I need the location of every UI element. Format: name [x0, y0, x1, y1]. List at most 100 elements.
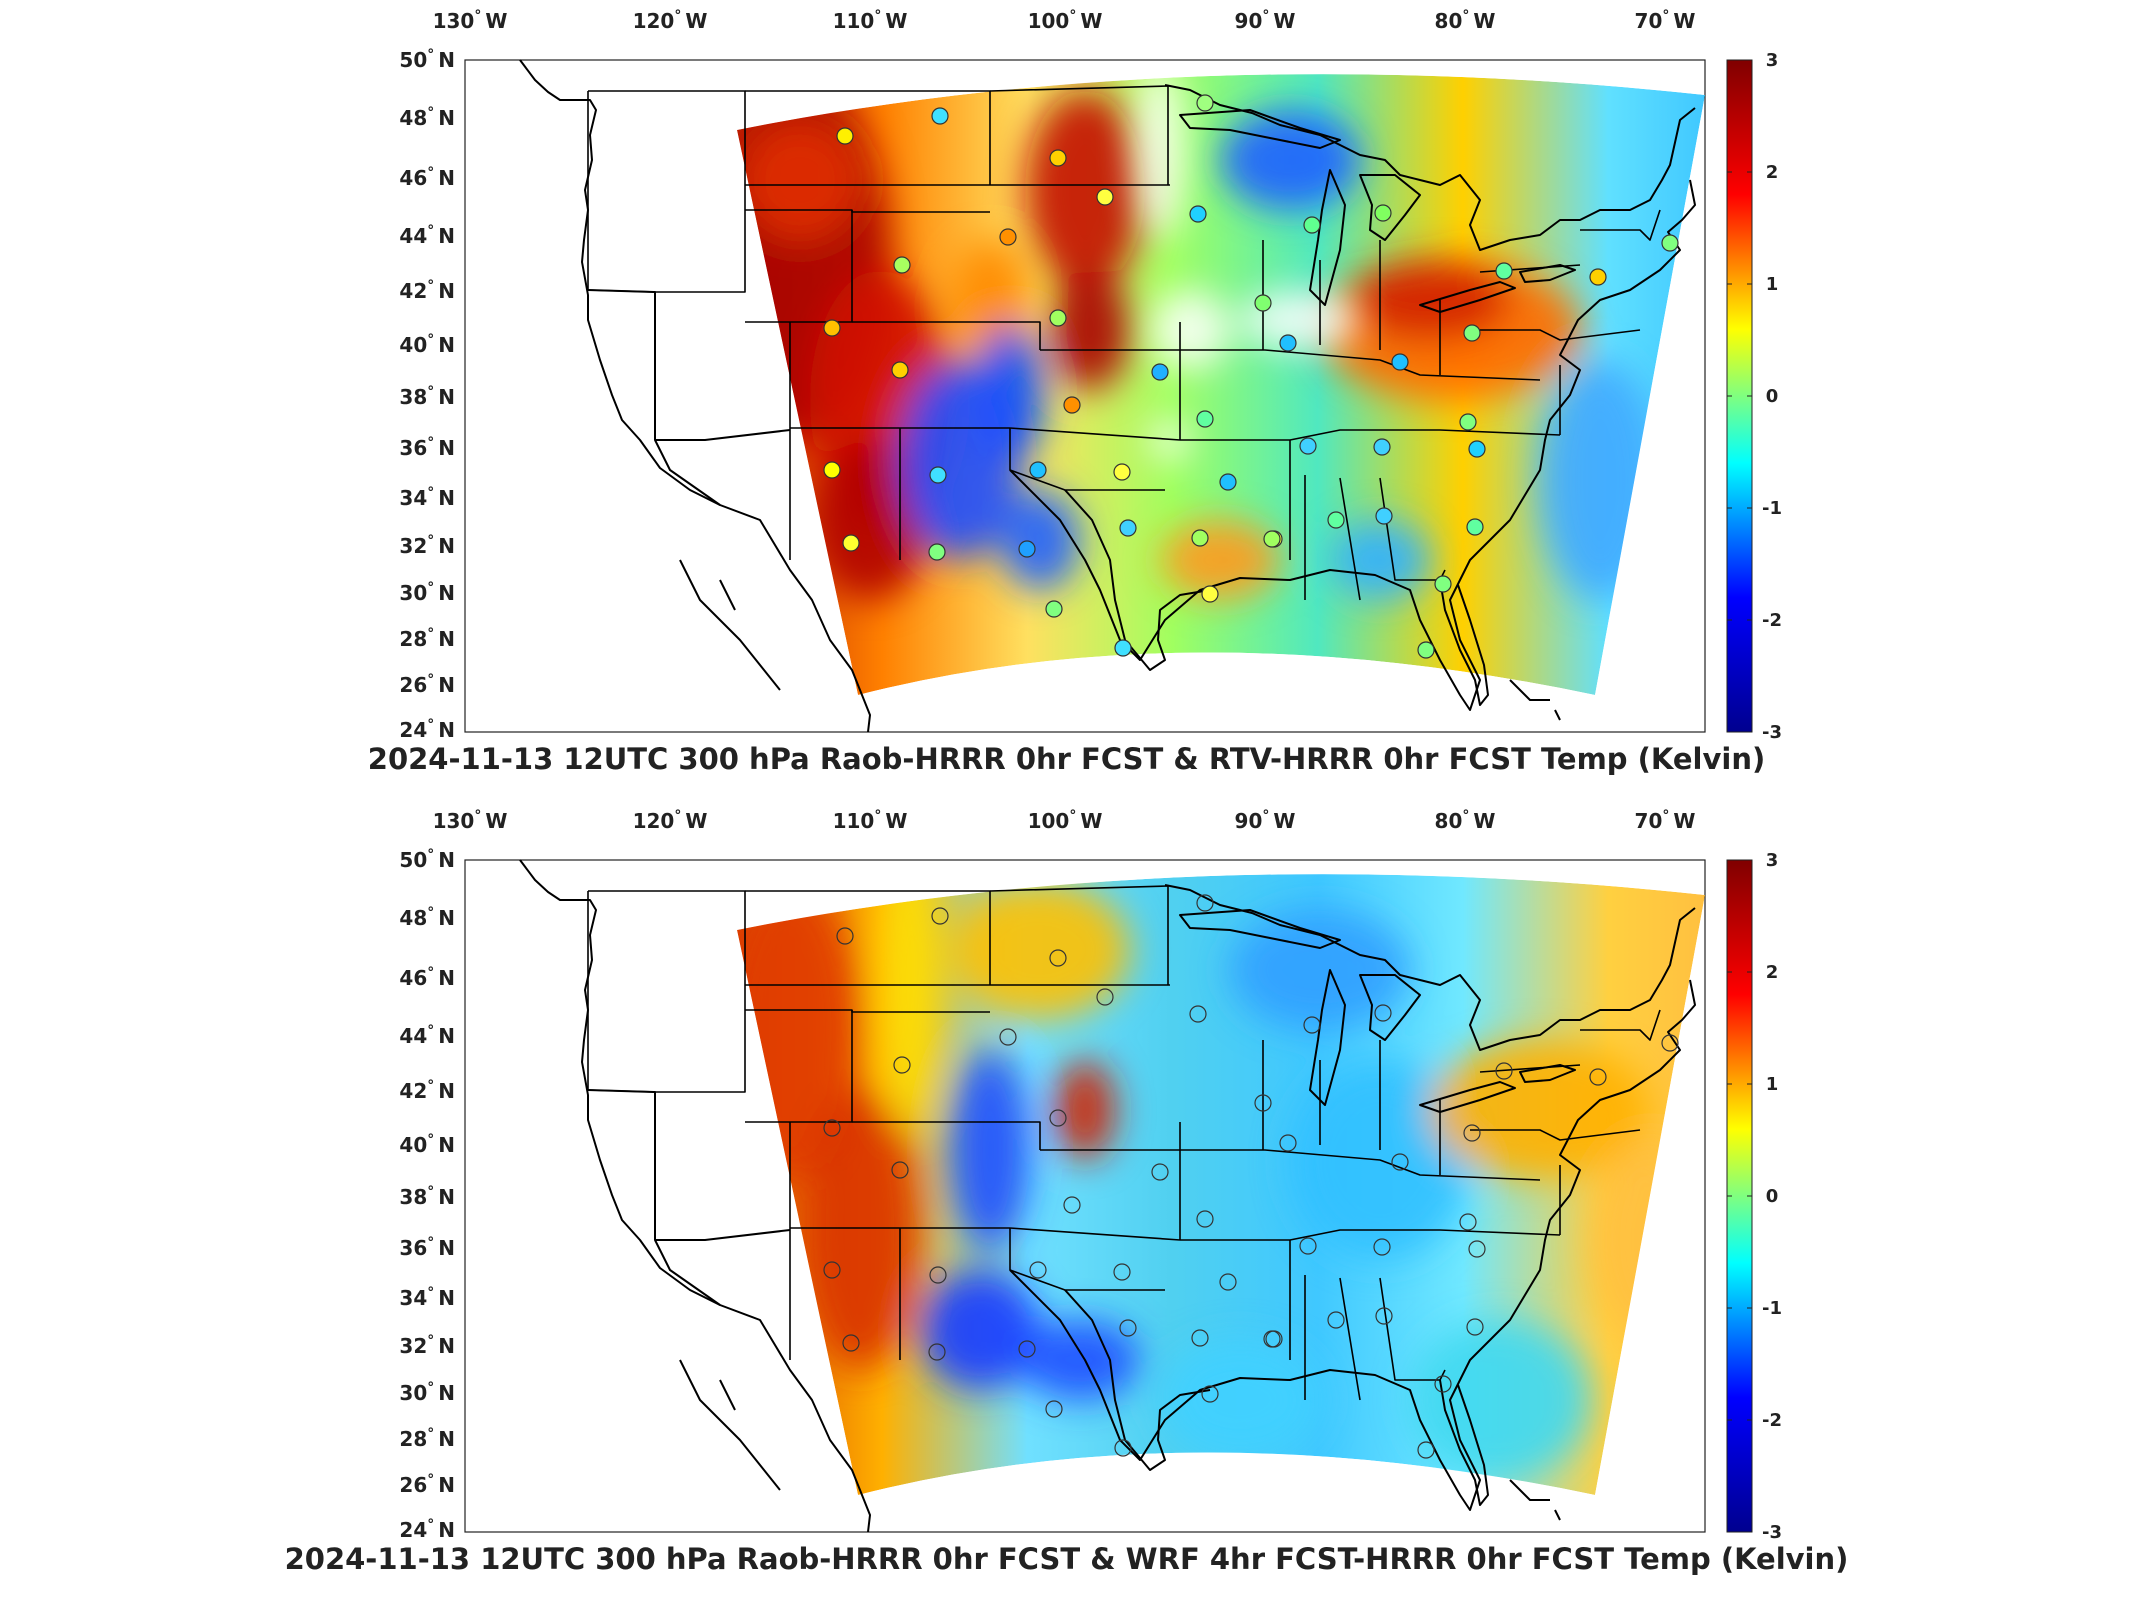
missing-data-area — [1135, 74, 1185, 240]
map-outlines — [519, 59, 1696, 733]
latitude-label: 40° N — [399, 1132, 455, 1157]
colorbar-tick-label: 1 — [1766, 1074, 1779, 1095]
raob-station-marker — [1254, 294, 1272, 312]
raob-station-marker — [1391, 353, 1409, 371]
state-border — [1470, 1129, 1641, 1235]
raob-station-marker — [1219, 473, 1237, 491]
raob-station-marker — [1299, 1237, 1317, 1255]
colorbar-tick-label: 2 — [1766, 162, 1779, 183]
raob-station-marker — [1466, 518, 1484, 536]
raob-station-marker — [836, 927, 854, 945]
raob-station-marker — [1201, 1385, 1219, 1403]
state-border — [1580, 1009, 1661, 1041]
state-border — [852, 1121, 1181, 1240]
state-border — [1289, 440, 1361, 601]
state-border — [1289, 1240, 1361, 1401]
field-anomaly — [920, 1270, 1040, 1390]
raob-station-marker — [1119, 1319, 1137, 1337]
field-anomaly — [800, 1090, 920, 1370]
raob-station-marker — [823, 461, 841, 479]
raob-station-marker — [1459, 1213, 1477, 1231]
raob-station-marker — [1373, 438, 1391, 456]
raob-station-marker — [1049, 1109, 1067, 1127]
east-coastline — [1009, 979, 1696, 1511]
raob-station-marker — [1391, 1153, 1409, 1171]
latitude-label: 48° N — [399, 105, 455, 130]
raob-station-marker — [1196, 894, 1214, 912]
raob-station-marker — [1113, 1263, 1131, 1281]
map-title: 2024-11-13 12UTC 300 hPa Raob-HRRR 0hr F… — [367, 742, 1766, 776]
raob-station-marker — [1374, 1004, 1392, 1022]
latitude-label: 32° N — [399, 533, 455, 558]
raob-station-marker — [1263, 1330, 1281, 1348]
raob-station-marker — [1096, 188, 1114, 206]
raob-station-marker — [1466, 1318, 1484, 1336]
raob-station-marker — [1373, 1238, 1391, 1256]
raob-station-marker — [928, 543, 946, 561]
colorbar-tick-label: 3 — [1766, 50, 1779, 71]
raob-station-marker — [1327, 1311, 1345, 1329]
raob-station-marker — [1434, 575, 1452, 593]
field-anomaly — [1160, 520, 1280, 600]
longitude-label: 120° W — [633, 8, 708, 33]
latitude-label: 42° N — [399, 278, 455, 303]
latitude-label: 24° N — [399, 717, 455, 742]
raob-station-marker — [1196, 1210, 1214, 1228]
raob-station-marker — [999, 228, 1017, 246]
longitude-label: 90° W — [1235, 808, 1296, 833]
longitude-label: 130° W — [433, 8, 508, 33]
caribbean-islands — [1509, 1479, 1561, 1521]
colorbar-tick-label: 0 — [1766, 386, 1779, 407]
latitude-label: 40° N — [399, 332, 455, 357]
latitude-label: 24° N — [399, 1517, 455, 1542]
field-anomaly — [1055, 1060, 1115, 1160]
baja-coastline — [679, 1359, 781, 1491]
longitude-label: 100° W — [1028, 8, 1103, 33]
latitude-label: 46° N — [399, 165, 455, 190]
east-coastline — [1009, 179, 1696, 711]
latitude-label: 26° N — [399, 672, 455, 697]
longitude-label: 90° W — [1235, 8, 1296, 33]
baja-coastline — [679, 559, 781, 691]
raob-station-marker — [1151, 1163, 1169, 1181]
raob-station-marker — [1375, 1307, 1393, 1325]
state-border — [852, 321, 1181, 440]
latitude-label: 36° N — [399, 1235, 455, 1260]
great-lake-outline — [1519, 1064, 1576, 1083]
raob-station-marker — [891, 361, 909, 379]
raob-station-marker — [893, 256, 911, 274]
state-border — [1180, 429, 1561, 441]
raob-station-marker — [1063, 396, 1081, 414]
state-border — [1180, 1149, 1541, 1181]
raob-station-marker — [1463, 324, 1481, 342]
colorbar-tick-label: 1 — [1766, 274, 1779, 295]
latitude-label: 28° N — [399, 1426, 455, 1451]
great-lake-outline — [1359, 174, 1421, 241]
latitude-label: 44° N — [399, 223, 455, 248]
northern-border — [1164, 84, 1696, 251]
raob-station-marker — [842, 1334, 860, 1352]
raob-station-marker — [1029, 461, 1047, 479]
raob-station-marker — [1113, 463, 1131, 481]
longitude-label: 70° W — [1635, 808, 1696, 833]
raob-station-marker — [1049, 309, 1067, 327]
map-title: 2024-11-13 12UTC 300 hPa Raob-HRRR 0hr F… — [284, 1542, 1849, 1576]
latitude-label: 42° N — [399, 1078, 455, 1103]
field-anomaly — [1330, 520, 1430, 600]
colorbar-tick-label: -3 — [1762, 722, 1782, 743]
field-anomaly — [1000, 490, 1080, 590]
map-figure-top: 130° W 120° W 110° W 100° W 90° W 80° W 70° W 50° N 48° N… — [399, 8, 1782, 743]
map-outlines — [519, 859, 1696, 1533]
field-anomaly — [1025, 90, 1145, 290]
raob-station-marker — [1219, 1273, 1237, 1291]
field-anomaly — [1050, 270, 1130, 390]
raob-station-marker — [823, 319, 841, 337]
raob-station-marker — [1096, 988, 1114, 1006]
raob-station-marker — [836, 127, 854, 145]
field-anomaly — [1410, 1320, 1590, 1480]
raob-station-marker — [1018, 1340, 1036, 1358]
raob-station-marker — [1201, 585, 1219, 603]
field-anomaly — [1020, 1320, 1140, 1400]
map-panel-bottom: 130° W 120° W 110° W 100° W 90° W 80° W 70° W 50° N 48° N… — [0, 800, 2133, 1600]
great-lake-outline — [1359, 974, 1421, 1041]
